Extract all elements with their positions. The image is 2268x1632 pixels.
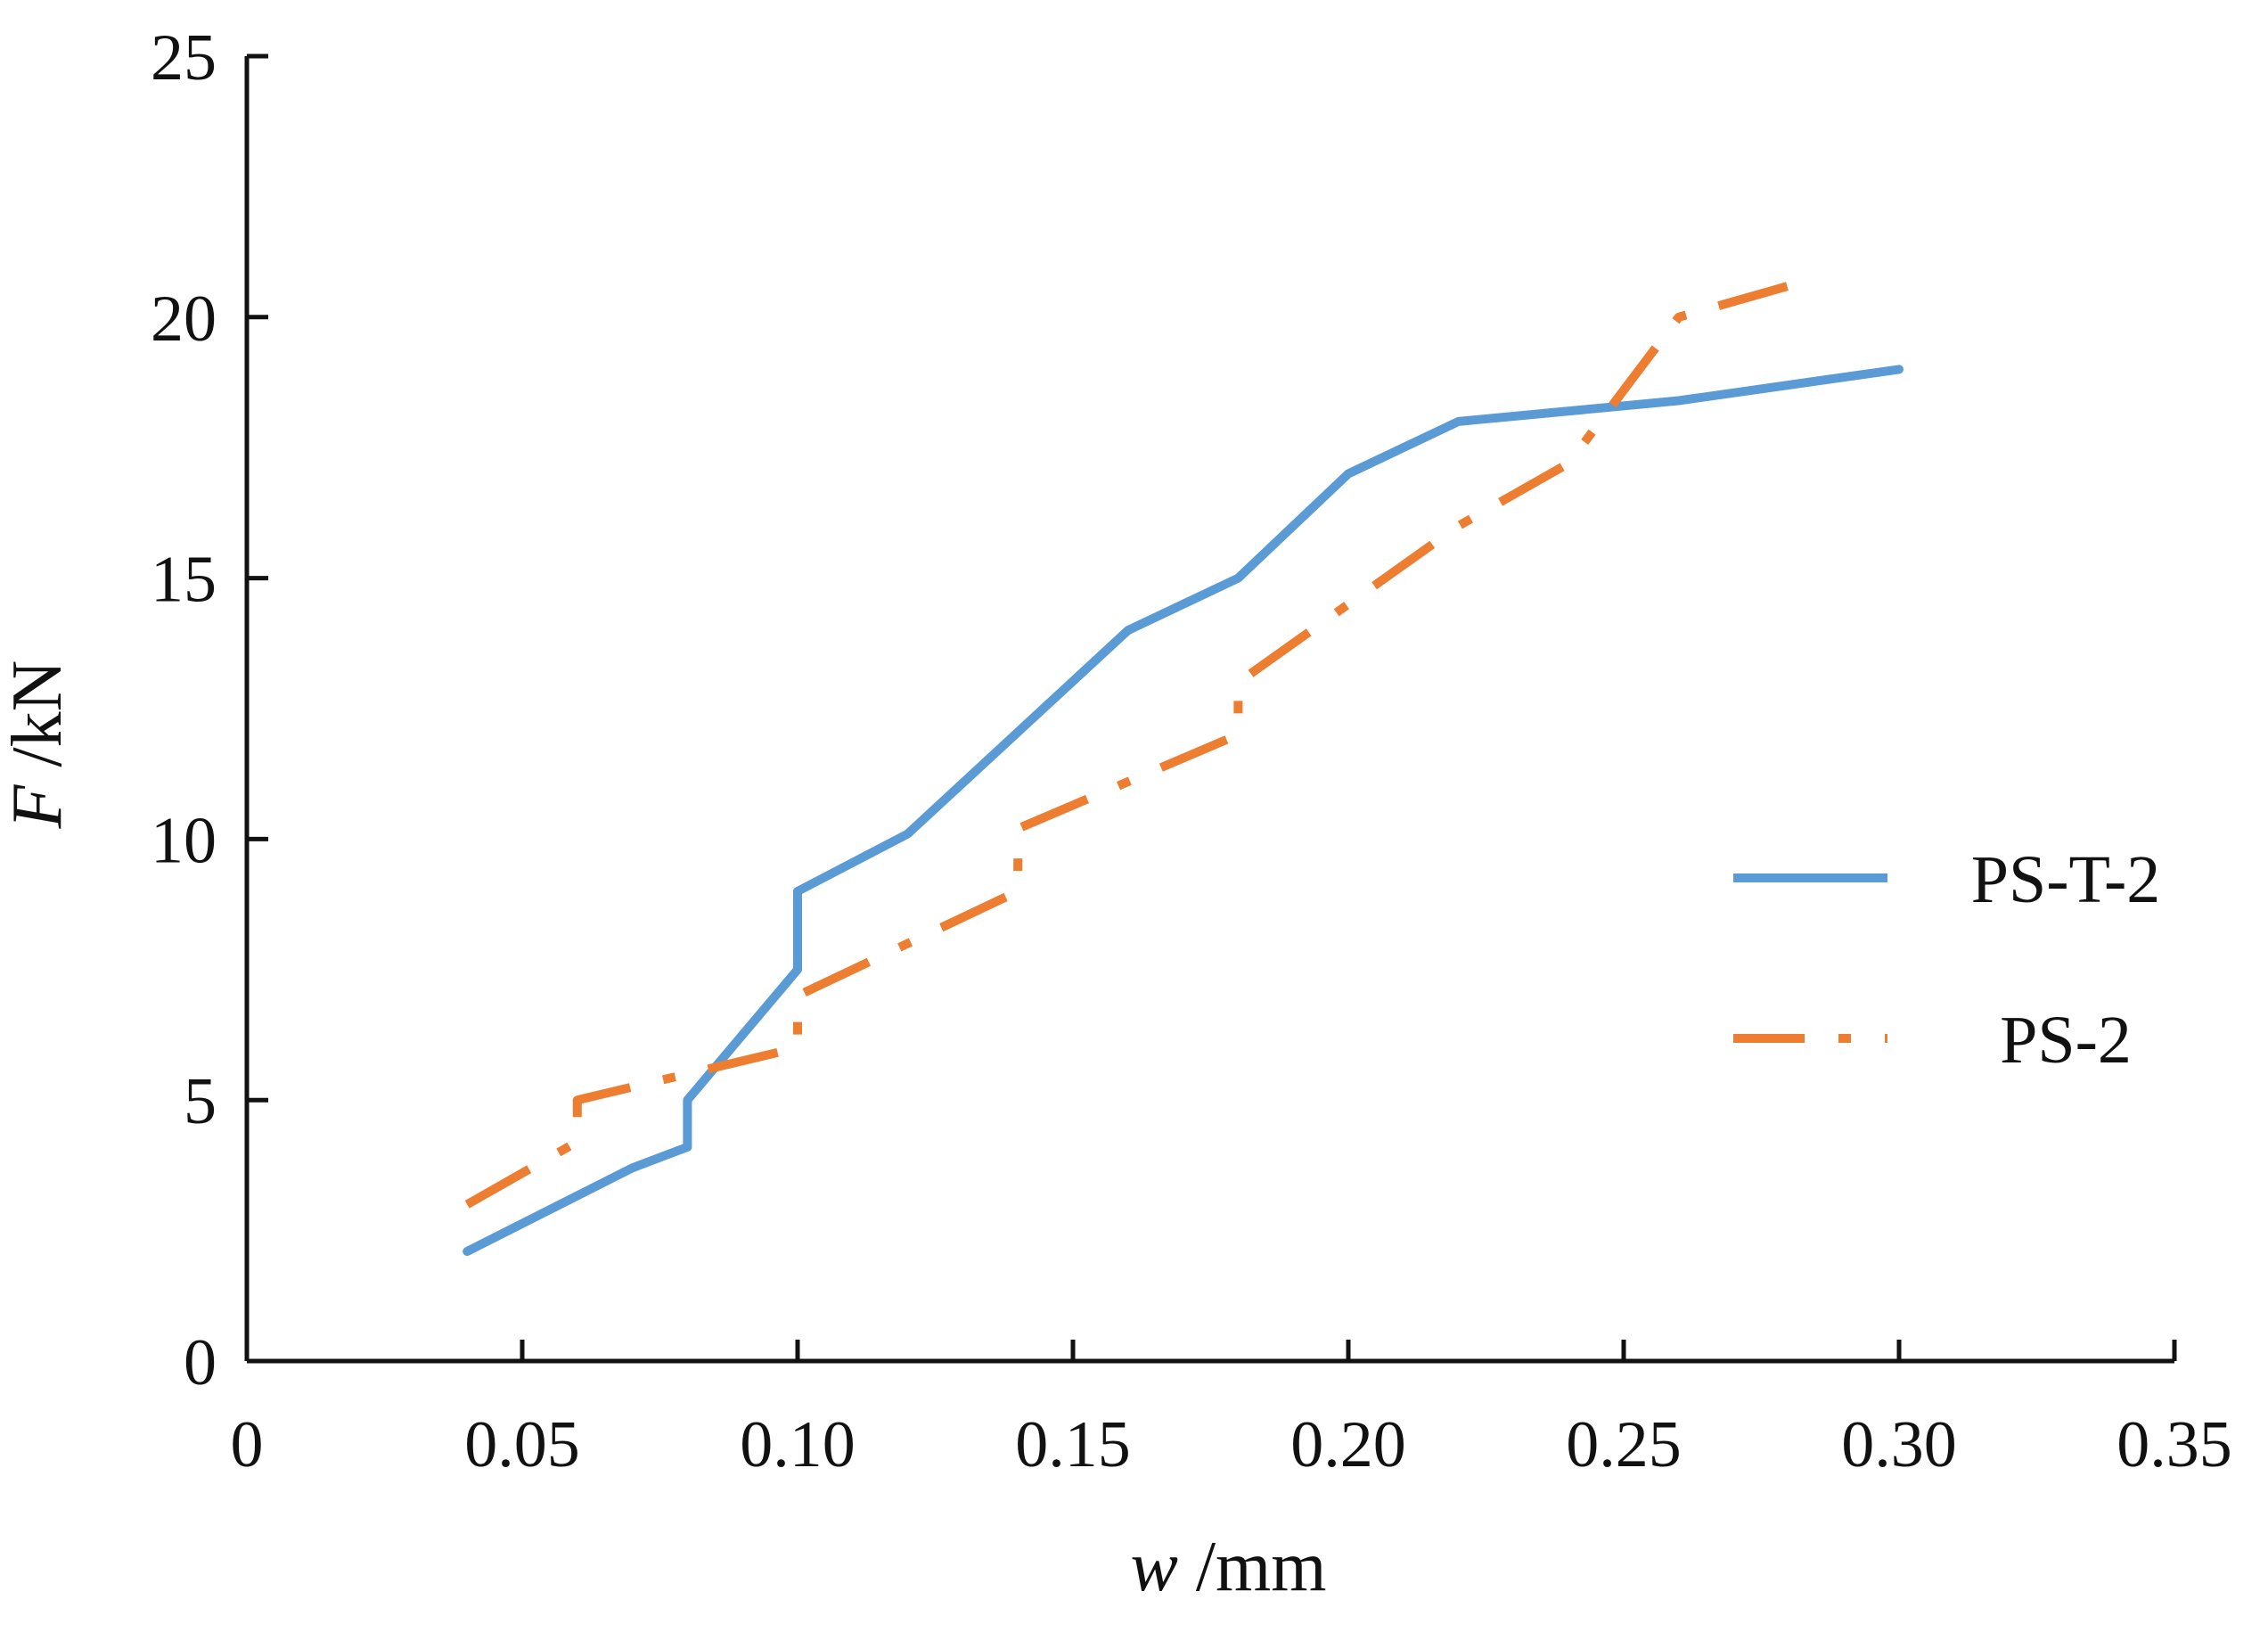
y-tick-label-20: 20 xyxy=(151,283,217,356)
x-tick-label-0.25: 0.25 xyxy=(1566,1408,1682,1481)
x-axis-unit: /mm xyxy=(1178,1528,1327,1606)
series-line-PS-T-2 xyxy=(463,365,1904,1256)
y-tick-label-25: 25 xyxy=(151,21,217,94)
x-tick-label-0.10: 0.10 xyxy=(740,1408,856,1481)
y-tick-label-5: 5 xyxy=(184,1065,217,1138)
legend-label-PS-T-2: PS-T-2 xyxy=(1971,842,2161,917)
x-axis-var: w xyxy=(1130,1528,1177,1606)
axes-layer xyxy=(244,56,2174,1364)
series-line-PS-2 xyxy=(464,281,1790,1209)
y-axis-unit: /kN xyxy=(0,660,77,785)
x-tick-label-0.15: 0.15 xyxy=(1015,1408,1131,1481)
x-tick-label-0.30: 0.30 xyxy=(1841,1408,1957,1481)
y-tick-label-15: 15 xyxy=(151,544,217,617)
legend-label-PS-2: PS-2 xyxy=(2000,1003,2132,1078)
legend: PS-T-2 PS-2 xyxy=(1733,842,2160,1078)
x-tick-label-0.20: 0.20 xyxy=(1290,1408,1406,1481)
x-tick-label-0.35: 0.35 xyxy=(2117,1408,2232,1481)
x-axis-title: w /mm xyxy=(1130,1528,1326,1606)
y-axis-var: F xyxy=(0,783,77,829)
series-layer xyxy=(463,281,1904,1256)
x-tick-label-0.05: 0.05 xyxy=(464,1408,580,1481)
y-tick-label-0: 0 xyxy=(184,1326,217,1399)
x-tick-label-0: 0 xyxy=(231,1408,264,1481)
ticks-layer: 0 5 10 15 20 25 0 0.05 0.10 0.15 0.20 0.25 0.30 0.35 xyxy=(151,21,2232,1481)
y-axis-title: F /kN xyxy=(0,660,77,830)
y-tick-label-10: 10 xyxy=(151,804,217,877)
